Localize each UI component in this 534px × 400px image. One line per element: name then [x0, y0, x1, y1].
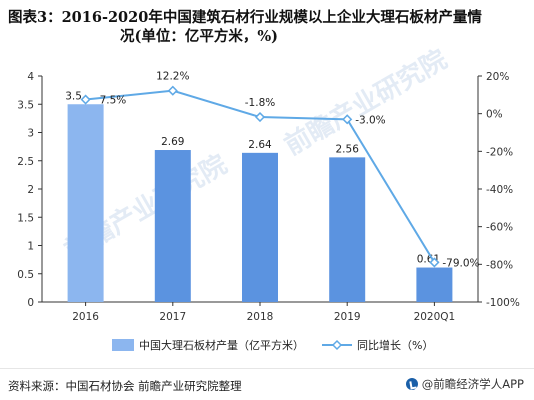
y-left-tick-label: 0.5 — [17, 269, 34, 281]
growth-marker — [80, 94, 91, 105]
y-right-tick-label: -60% — [486, 222, 513, 234]
y-left-tick-label: 4 — [27, 71, 34, 83]
bar — [242, 152, 278, 302]
legend-bar-swatch — [112, 339, 134, 351]
growth-marker — [342, 114, 353, 125]
chart-title: 图表3：2016-2020年中国建筑石材行业规模以上企业大理石板材产量情 况(单… — [8, 8, 528, 46]
bar — [154, 150, 191, 302]
y-right-tick-label: -80% — [486, 259, 513, 271]
y-right-tick-label: -40% — [486, 184, 513, 196]
footer-divider — [0, 368, 534, 369]
x-tick-label: 2020Q1 — [414, 311, 456, 323]
chart-title-line1: 图表3：2016-2020年中国建筑石材行业规模以上企业大理石板材产量情 — [8, 9, 482, 26]
bar-value-label: 2.56 — [336, 143, 360, 155]
y-right-tick-label: -100% — [486, 297, 520, 309]
x-tick-label: 2018 — [247, 311, 274, 323]
brand-logo-icon — [405, 378, 418, 390]
bar — [416, 267, 453, 302]
growth-value-label: -1.8% — [245, 97, 275, 109]
bar-value-label: 2.69 — [161, 136, 184, 148]
bar-value-label: 2.64 — [248, 139, 272, 151]
growth-value-label: -79.0% — [442, 257, 479, 269]
chart-title-line2: 况(单位：亿平方米，%) — [120, 28, 278, 45]
growth-marker — [167, 85, 178, 96]
legend-line-marker — [331, 339, 343, 351]
x-tick-label: 2019 — [334, 311, 361, 323]
watermark-text: 前瞻产业研究院 — [279, 44, 452, 162]
legend-line-label: 同比增长（%） — [357, 338, 433, 352]
y-right-tick-label: 20% — [486, 71, 509, 83]
y-left-tick-label: 2.5 — [17, 156, 34, 168]
brand-credit: @前瞻经济学人APP — [405, 376, 524, 392]
bar-value-label: 3.5 — [65, 90, 82, 102]
brand-text: @前瞻经济学人APP — [421, 377, 524, 391]
x-tick-label: 2017 — [159, 311, 186, 323]
y-left-tick-label: 1 — [27, 241, 34, 253]
growth-marker — [429, 257, 440, 268]
y-left-tick-label: 1.5 — [17, 212, 34, 224]
growth-value-label: -3.0% — [355, 114, 385, 126]
y-right-tick-label: 0% — [486, 109, 503, 121]
bar — [67, 104, 104, 302]
source-note: 资料来源：中国石材协会 前瞻产业研究院整理 — [8, 379, 242, 393]
y-left-tick-label: 0 — [27, 297, 34, 309]
y-right-tick-label: -20% — [486, 146, 513, 158]
legend-bar-label: 中国大理石板材产量（亿平方米） — [139, 338, 304, 352]
growth-value-label: 7.5% — [100, 95, 127, 107]
x-tick-label: 2016 — [72, 311, 99, 323]
y-left-tick-label: 2 — [27, 184, 34, 196]
bar — [329, 157, 366, 302]
y-left-tick-label: 3 — [27, 128, 34, 140]
growth-value-label: 12.2% — [156, 71, 189, 83]
growth-marker — [254, 111, 266, 123]
y-left-tick-label: 3.5 — [17, 99, 34, 111]
